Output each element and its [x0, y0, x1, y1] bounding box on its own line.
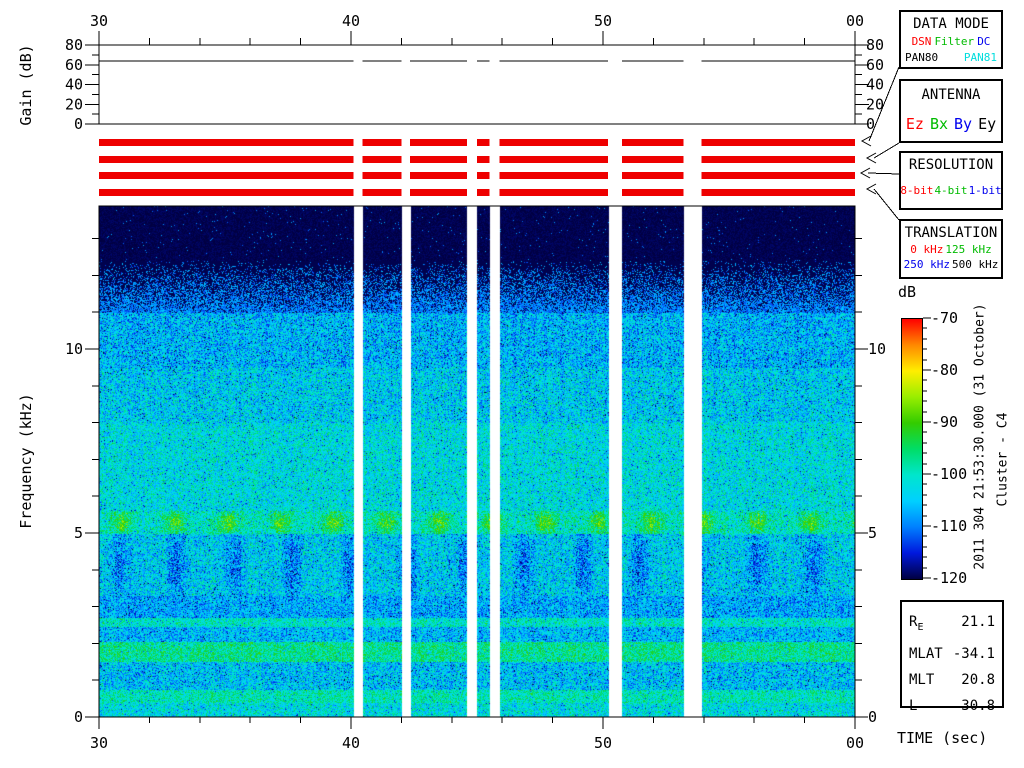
ephemeris-label: RE: [909, 609, 923, 641]
panel-value-dsn: DSN: [912, 35, 932, 48]
antenna-title: ANTENNA: [901, 87, 1001, 103]
svg-text:0: 0: [868, 708, 877, 726]
colorbar-gradient: [901, 318, 923, 580]
datetime-annotation: 2011 304 21:53:30.000 (31 October): [973, 287, 988, 587]
ephemeris-label: MLAT: [909, 641, 943, 667]
panel-value-4-bit: 4-bit: [934, 184, 967, 197]
svg-text:30: 30: [90, 12, 108, 30]
svg-text:20: 20: [866, 95, 884, 113]
svg-text:-70: -70: [931, 309, 958, 327]
ephemeris-value: 30.8: [961, 693, 995, 719]
translation-values: 0 kHz 125 kHz 250 kHz 500 kHz: [901, 243, 1001, 271]
ephemeris-value: 21.1: [961, 609, 995, 641]
availability-bars: [99, 139, 855, 196]
svg-text:5: 5: [74, 524, 83, 542]
panel-value-8-bit: 8-bit: [900, 184, 933, 197]
antenna-panel: ANTENNA Ez Bx By Ey: [899, 79, 1003, 143]
panel-value-ez: Ez: [906, 115, 924, 133]
colorbar-ticks: -70 -80 -90 -100 -110 -120: [923, 309, 967, 587]
translation-panel: TRANSLATION 0 kHz 125 kHz 250 kHz 500 kHz: [899, 219, 1003, 279]
wbd-spectrogram-display: 30 40 50 00 30 40 50 00 0 0 20 20 40 40 60 60 80 80 0 0 5 5 10…: [0, 0, 1024, 768]
svg-text:0: 0: [866, 115, 875, 133]
ephemeris-panel: RE 21.1 MLAT -34.1 MLT 20.8 L 30.8: [900, 600, 1004, 708]
panel-value-row: 0 kHz 125 kHz: [901, 243, 1001, 256]
ephemeris-label: L: [909, 693, 917, 719]
translation-title: TRANSLATION: [901, 225, 1001, 241]
svg-text:10: 10: [868, 340, 886, 358]
svg-text:-120: -120: [931, 569, 967, 587]
gain-axis-title: Gain (dB): [17, 0, 35, 185]
svg-text:40: 40: [65, 76, 83, 94]
svg-text:50: 50: [594, 734, 612, 752]
colorbar-unit-label: dB: [898, 283, 916, 301]
svg-text:0: 0: [74, 708, 83, 726]
antenna-values: Ez Bx By Ey: [901, 115, 1001, 133]
resolution-values: 8-bit 4-bit 1-bit: [901, 184, 1001, 197]
ephemeris-row-l: L 30.8: [902, 693, 1002, 719]
ephemeris-label: MLT: [909, 667, 934, 693]
panel-value-500-khz: 500 kHz: [952, 258, 998, 271]
svg-text:-100: -100: [931, 465, 967, 483]
data-mode-title: DATA MODE: [901, 16, 1001, 32]
svg-text:60: 60: [866, 56, 884, 74]
panel-value-ey: Ey: [978, 115, 996, 133]
resolution-panel: RESOLUTION 8-bit 4-bit 1-bit: [899, 151, 1003, 210]
svg-text:00: 00: [846, 734, 864, 752]
panel-value-row: Ez Bx By Ey: [901, 115, 1001, 133]
svg-text:80: 80: [866, 36, 884, 54]
data-mode-values: DSN Filter DC PAN80 PAN81: [901, 35, 1001, 64]
data-mode-panel: DATA MODE DSN Filter DC PAN80 PAN81: [899, 10, 1003, 69]
svg-text:00: 00: [846, 12, 864, 30]
ephemeris-row-r: RE 21.1: [902, 609, 1002, 641]
panel-value-pan80: PAN80: [905, 51, 938, 64]
svg-text:10: 10: [65, 340, 83, 358]
panel-value-row: DSN Filter DC: [901, 35, 1001, 48]
panel-arrows: [861, 67, 899, 220]
svg-text:-80: -80: [931, 361, 958, 379]
panel-value-125-khz: 125 kHz: [945, 243, 991, 256]
panel-value-row: 8-bit 4-bit 1-bit: [901, 184, 1001, 197]
panel-value-1-bit: 1-bit: [969, 184, 1002, 197]
svg-text:40: 40: [866, 76, 884, 94]
panel-value-250-khz: 250 kHz: [904, 258, 950, 271]
svg-text:80: 80: [65, 36, 83, 54]
panel-value-by: By: [954, 115, 972, 133]
svg-text:40: 40: [342, 12, 360, 30]
spacecraft-annotation: Cluster - C4: [996, 310, 1011, 610]
panel-value-row: 250 kHz 500 kHz: [901, 258, 1001, 271]
svg-text:60: 60: [65, 56, 83, 74]
svg-text:50: 50: [594, 12, 612, 30]
panel-value-0-khz: 0 kHz: [910, 243, 943, 256]
svg-text:0: 0: [74, 115, 83, 133]
svg-text:-110: -110: [931, 517, 967, 535]
panel-value-pan81: PAN81: [964, 51, 997, 64]
panel-value-dc: DC: [977, 35, 990, 48]
panel-value-bx: Bx: [930, 115, 948, 133]
spectrogram-heatmap: [99, 206, 855, 717]
ephemeris-value: 20.8: [961, 667, 995, 693]
svg-text:20: 20: [65, 95, 83, 113]
panel-value-filter: Filter: [934, 35, 974, 48]
svg-text:-90: -90: [931, 413, 958, 431]
svg-text:40: 40: [342, 734, 360, 752]
svg-text:30: 30: [90, 734, 108, 752]
frequency-axis-title: Frequency (kHz): [17, 359, 35, 563]
ephemeris-row-mlat: MLAT -34.1: [902, 641, 1002, 667]
time-axis-title: TIME (sec): [897, 729, 987, 747]
ephemeris-row-mlt: MLT 20.8: [902, 667, 1002, 693]
top-time-axis-ticks: 30 40 50 00: [90, 12, 864, 45]
panel-value-row: PAN80 PAN81: [901, 51, 1001, 64]
resolution-title: RESOLUTION: [901, 157, 1001, 173]
svg-text:5: 5: [868, 524, 877, 542]
ephemeris-value: -34.1: [953, 641, 995, 667]
bottom-time-axis-ticks: 30 40 50 00: [90, 717, 864, 752]
gain-axis-ticks: 0 020 2040 4060 6080 80: [65, 36, 884, 133]
